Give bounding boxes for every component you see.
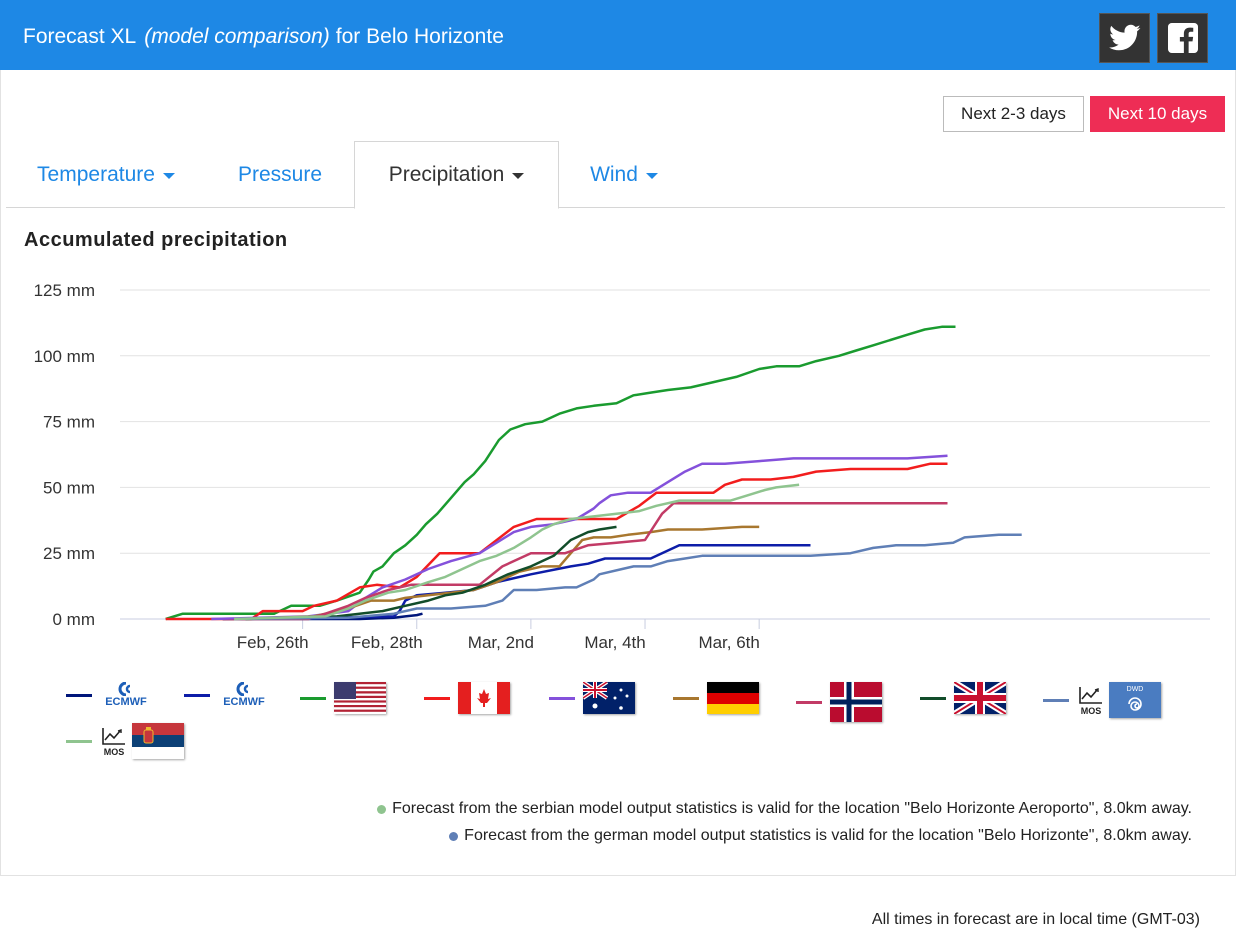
usa-flag-icon [334,682,386,714]
twitter-button[interactable] [1099,13,1150,63]
dwd-badge-text: DWD [1126,686,1144,693]
legend-swatch [549,696,575,700]
tab-temperature-label: Temperature [37,162,155,186]
legend-item[interactable]: ECMWF [66,682,152,708]
facebook-button[interactable] [1157,13,1208,63]
chevron-down-icon [162,172,175,179]
serbia-flag-icon [132,723,184,759]
tab-precipitation[interactable]: Precipitation [354,141,559,209]
legend-swatch [184,693,210,697]
title-subtitle: (model comparison) [144,25,330,48]
legend-swatch [1043,698,1069,702]
serbian-mos-note: Forecast from the serbian model output s… [377,800,1192,818]
y-tick-label: 25 mm [43,544,95,563]
chevron-down-icon [645,172,658,179]
precipitation-chart: 0 mm 25 mm 50 mm 75 mm 100 mm 125 mm Feb, 26th… [34,281,1210,652]
tab-pressure[interactable]: Pressure [206,141,354,208]
x-tick-label: Mar, 6th [698,633,759,652]
germany-flag-icon [707,682,759,714]
next-10-days-button[interactable]: Next 10 days [1090,96,1225,132]
mos-label: MOS [103,746,125,757]
forecast-panel [0,70,1236,876]
x-tick-label: Mar, 4th [584,633,645,652]
uk-flag-icon [954,682,1006,714]
tab-wind-label: Wind [590,162,638,186]
y-tick-label: 75 mm [43,413,95,432]
timezone-note: All times in forecast are in local time … [871,911,1200,928]
x-tick-label: Feb, 26th [237,633,309,652]
chevron-down-icon [512,173,525,179]
mos-chart-icon: MOS [100,726,128,757]
legend-swatch [66,739,92,743]
german-mos-note-text: Forecast from the german model output st… [464,827,1192,844]
legend-item[interactable] [424,682,510,714]
series-line-serbian-mos[interactable] [234,483,800,621]
series-line-dwd-mos[interactable] [234,533,1022,621]
series-line-norway[interactable] [234,501,948,621]
legend-swatch [673,696,699,700]
note-dot [449,831,459,841]
series-line-ecmwf[interactable] [222,544,811,621]
tabs-divider [6,207,1225,208]
legend-swatch [424,696,450,700]
ecmwf-logo-icon: ECMWF [100,682,152,708]
canada-flag-icon [458,682,510,714]
mos-chart-icon: MOS [1077,685,1105,716]
page-title: Forecast XL (model comparison) for Belo Ho… [23,25,504,49]
dwd-logo-icon: DWD [1109,682,1161,718]
legend-item[interactable] [920,682,1006,714]
legend-item[interactable]: MOS [66,723,184,759]
legend-swatch [66,693,92,697]
norway-flag-icon [830,682,882,722]
legend-item[interactable]: MOS DWD [1043,682,1161,718]
header-bar: Forecast XL (model comparison) for Belo Ho… [0,0,1236,70]
legend-item[interactable] [673,682,759,714]
chart-title: Accumulated precipitation [24,229,288,251]
facebook-icon [1167,23,1198,53]
series-line-australia[interactable] [211,454,948,621]
serbian-mos-note-text: Forecast from the serbian model output s… [392,800,1192,817]
tab-pressure-label: Pressure [237,162,323,186]
legend-item[interactable]: ECMWF [184,682,270,708]
ecmwf-logo-icon: ECMWF [218,682,270,708]
legend-item[interactable] [796,682,882,722]
legend-swatch [796,700,822,704]
ecmwf-logo-text: ECMWF [105,696,147,708]
tab-precipitation-label: Precipitation [388,163,505,186]
y-tick-label: 50 mm [43,478,95,497]
next-2-3-days-button[interactable]: Next 2-3 days [943,96,1084,132]
y-tick-label: 100 mm [34,347,95,366]
legend-swatch [300,696,326,700]
x-tick-label: Feb, 28th [351,633,423,652]
tab-temperature[interactable]: Temperature [6,141,206,208]
series-line-uk[interactable] [245,525,617,621]
twitter-icon [1108,24,1140,51]
title-location: for Belo Horizonte [335,25,504,48]
series-line-germany[interactable] [245,525,760,621]
y-tick-label: 125 mm [34,281,95,300]
x-tick-label: Mar, 2nd [468,633,534,652]
mos-label: MOS [1080,705,1102,716]
legend-item[interactable] [549,682,635,714]
note-dot [377,804,387,814]
legend-item[interactable] [300,682,386,714]
y-tick-label: 0 mm [53,610,96,629]
series-line-usa[interactable] [165,325,956,621]
german-mos-note: Forecast from the german model output st… [449,827,1192,845]
title-main: Forecast XL [23,25,137,48]
australia-flag-icon [583,682,635,714]
ecmwf-logo-text: ECMWF [223,696,265,708]
legend-swatch [920,696,946,700]
tab-wind[interactable]: Wind [559,141,689,208]
